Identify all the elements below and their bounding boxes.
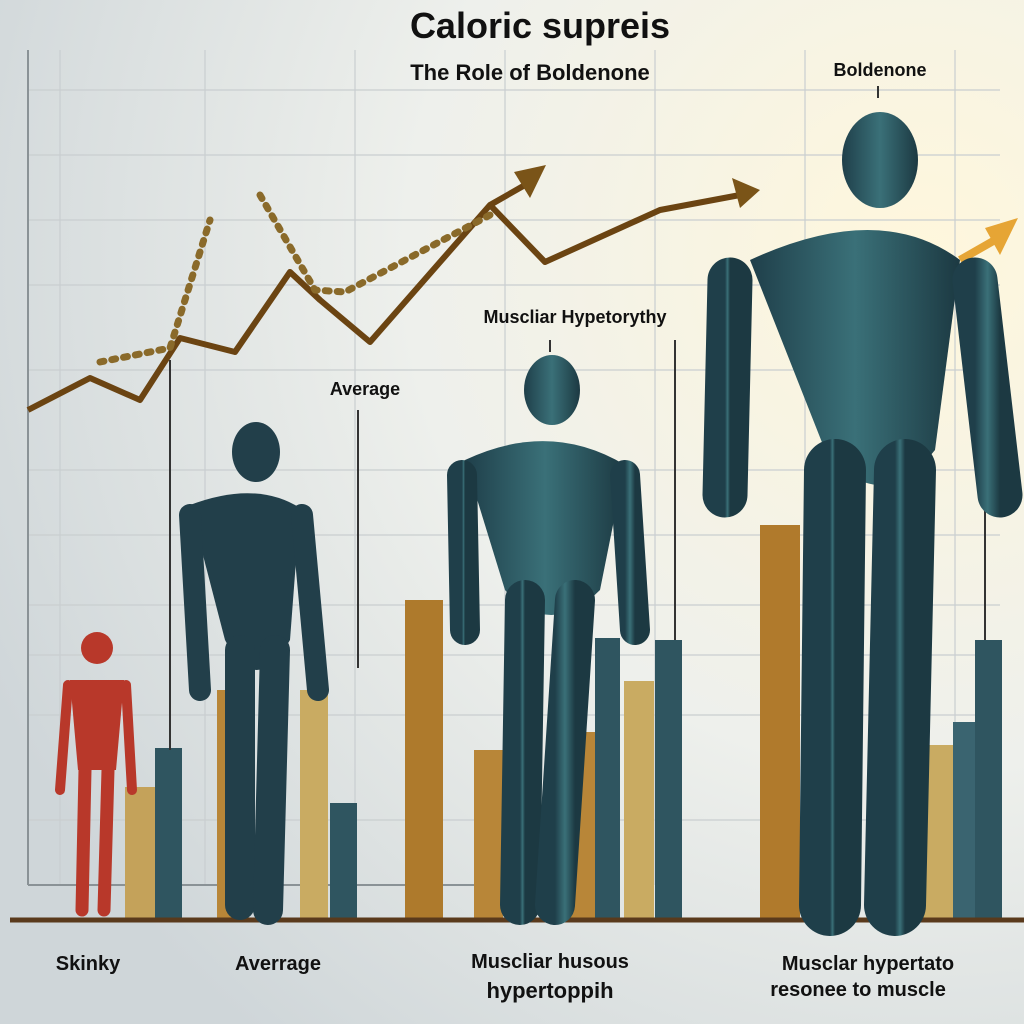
subtitle: The Role of Boldenone [410, 60, 650, 85]
figure-boldenone [702, 112, 1023, 936]
figure-skinny [55, 632, 137, 917]
figure-muscular [447, 355, 650, 925]
category-label: hypertoppih [486, 978, 613, 1003]
trend-lines [26, 86, 1018, 750]
category-label: Muscliar husous [471, 951, 629, 973]
category-label: Skinky [56, 953, 121, 975]
title: Caloric supreis [410, 5, 670, 46]
annotation: Muscliar Hypetorythy [483, 307, 666, 327]
category-label: resonee to muscle [770, 979, 946, 1001]
category-label: Averrage [235, 953, 321, 975]
annotation: Boldenone [834, 60, 927, 80]
figure-average [179, 422, 329, 925]
category-label: Musclar hypertato [782, 953, 954, 975]
annotation: Average [330, 379, 400, 399]
